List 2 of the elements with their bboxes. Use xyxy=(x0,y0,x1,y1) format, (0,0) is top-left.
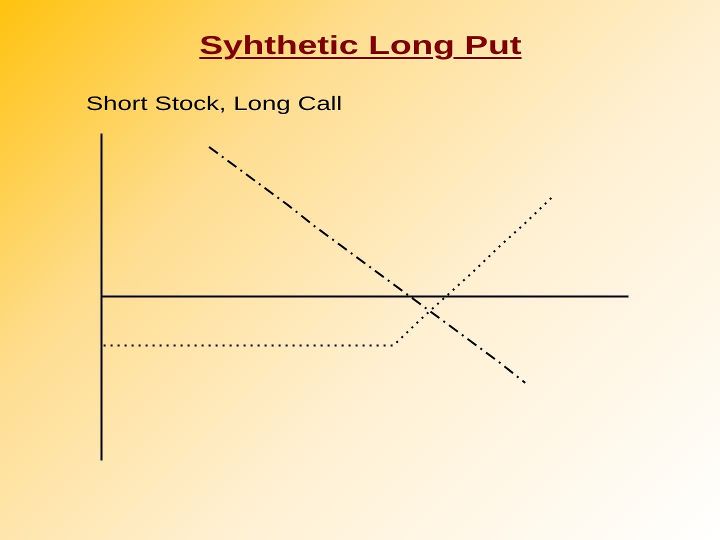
chart-title: Syhthetic Long Put xyxy=(198,29,522,62)
chart-subtitle: Short Stock, Long Call xyxy=(86,92,342,117)
